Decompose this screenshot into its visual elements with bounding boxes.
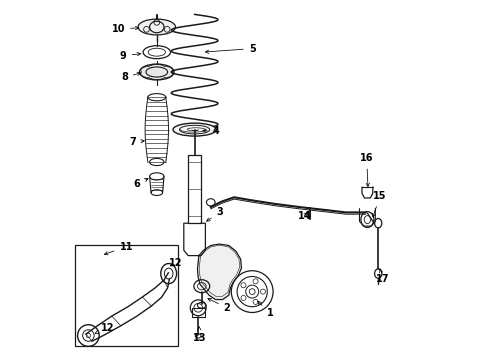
Text: 9: 9 <box>120 51 141 61</box>
Text: 14: 14 <box>297 211 311 221</box>
Text: 17: 17 <box>376 269 389 284</box>
Text: 1: 1 <box>258 301 273 318</box>
Text: 3: 3 <box>207 207 223 221</box>
Text: 6: 6 <box>134 179 148 189</box>
Bar <box>192 308 205 317</box>
Text: 11: 11 <box>104 242 133 255</box>
Text: 5: 5 <box>205 44 256 54</box>
Ellipse shape <box>140 64 174 80</box>
Text: 2: 2 <box>208 298 230 313</box>
Text: 13: 13 <box>193 327 207 343</box>
Ellipse shape <box>173 123 216 136</box>
Text: 8: 8 <box>121 72 141 82</box>
Text: 12: 12 <box>169 258 183 268</box>
Text: 16: 16 <box>360 153 373 186</box>
Text: 10: 10 <box>112 24 139 34</box>
Ellipse shape <box>138 19 175 35</box>
Text: 15: 15 <box>372 191 387 217</box>
Text: 12: 12 <box>95 323 114 333</box>
Polygon shape <box>197 244 242 300</box>
Text: 4: 4 <box>203 126 220 136</box>
Text: 7: 7 <box>129 137 144 147</box>
Bar <box>75 245 178 346</box>
Bar <box>188 155 201 223</box>
